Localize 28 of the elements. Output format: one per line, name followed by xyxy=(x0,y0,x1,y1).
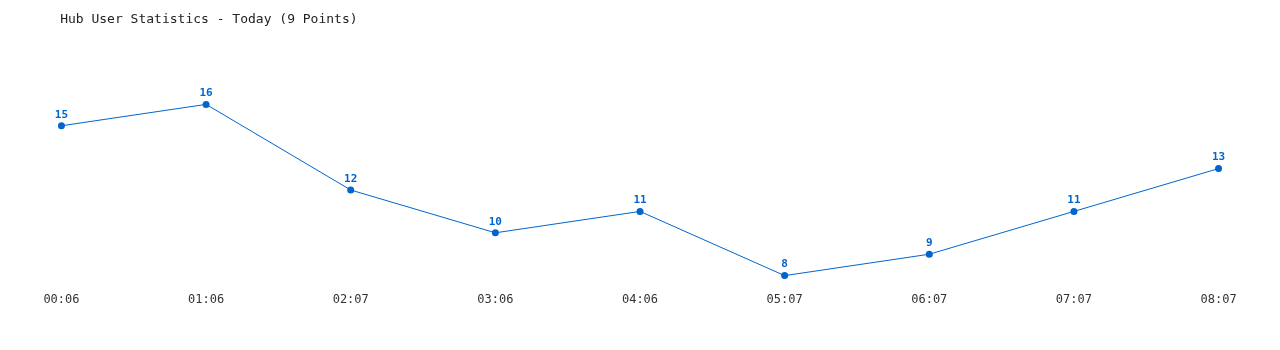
x-tick-label: 07:07 xyxy=(1055,292,1092,306)
data-label: 16 xyxy=(199,86,214,100)
data-label: 12 xyxy=(344,171,358,185)
data-label: 11 xyxy=(1067,193,1081,207)
point xyxy=(347,186,355,194)
point xyxy=(491,229,499,237)
chart-title: Hub User Statistics - Today (9 Points) xyxy=(60,11,358,27)
x-tick-label: 00:06 xyxy=(43,292,80,306)
point xyxy=(57,122,65,130)
point xyxy=(925,250,933,258)
point xyxy=(1070,207,1078,215)
x-tick-label: 08:07 xyxy=(1200,292,1237,306)
data-label: 15 xyxy=(54,107,69,121)
data-label: 10 xyxy=(488,214,502,228)
data-label: 8 xyxy=(781,257,788,271)
point xyxy=(1215,165,1223,173)
x-tick-label: 04:06 xyxy=(621,292,659,306)
point xyxy=(202,100,210,108)
point xyxy=(636,207,644,215)
x-tick-label: 03:06 xyxy=(477,292,514,306)
point xyxy=(781,272,789,280)
x-tick-label: 06:07 xyxy=(911,292,948,306)
data-label: 9 xyxy=(925,236,933,250)
data-label: 13 xyxy=(1211,150,1226,164)
x-tick-label: 02:07 xyxy=(332,292,369,306)
data-label: 11 xyxy=(633,193,647,207)
x-tick-label: 01:06 xyxy=(188,292,225,306)
x-tick-label: 05:07 xyxy=(766,292,803,306)
